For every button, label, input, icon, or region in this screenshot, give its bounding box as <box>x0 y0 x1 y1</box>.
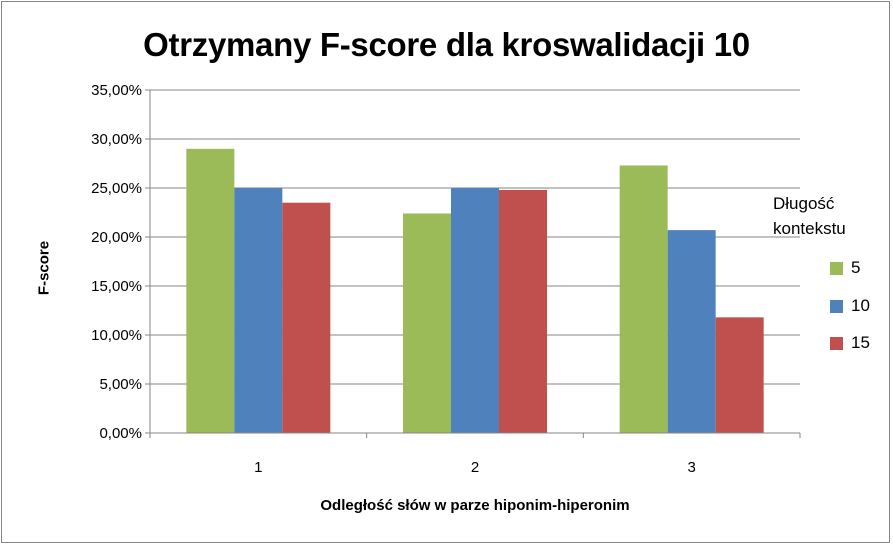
y-tick-label: 5,00% <box>99 376 142 393</box>
x-axis-label: Odległość słów w parze hiponim-hiperonim <box>320 497 630 514</box>
legend-item-15: 15 <box>830 333 870 353</box>
legend-title: Długość kontekstu <box>773 191 883 241</box>
bar <box>451 188 499 433</box>
legend-item-10: 10 <box>830 296 870 316</box>
bar <box>667 230 716 433</box>
bar <box>282 202 331 433</box>
legend-label-15: 15 <box>851 333 870 352</box>
bar <box>186 148 235 434</box>
bar <box>715 317 764 433</box>
legend-swatch-10 <box>830 299 843 313</box>
bar <box>234 188 283 433</box>
chart-title: Otrzymany F-score dla kroswalidacji 10 <box>143 26 750 63</box>
legend-swatch-15 <box>830 336 843 350</box>
y-tick-label: 30,00% <box>91 131 142 148</box>
legend-title-line-2: kontekstu <box>773 219 846 238</box>
y-tick-label: 35,00% <box>91 82 142 99</box>
legend-label-5: 5 <box>851 258 861 277</box>
y-tick-label: 20,00% <box>91 229 142 246</box>
y-tick-label: 0,00% <box>99 425 142 442</box>
legend-swatch-5 <box>830 261 843 275</box>
x-tick-label: 1 <box>254 459 262 476</box>
legend-label-10: 10 <box>851 296 870 315</box>
y-tick-label: 15,00% <box>91 278 142 295</box>
x-tick-label: 2 <box>471 459 479 476</box>
bar <box>499 189 547 433</box>
bar <box>619 165 668 433</box>
y-tick-label: 10,00% <box>91 327 142 344</box>
bar <box>403 213 451 433</box>
x-tick-label: 3 <box>687 459 695 476</box>
legend-item-5: 5 <box>830 258 860 278</box>
y-tick-label: 25,00% <box>91 180 142 197</box>
legend-title-line-1: Długość <box>773 194 835 213</box>
